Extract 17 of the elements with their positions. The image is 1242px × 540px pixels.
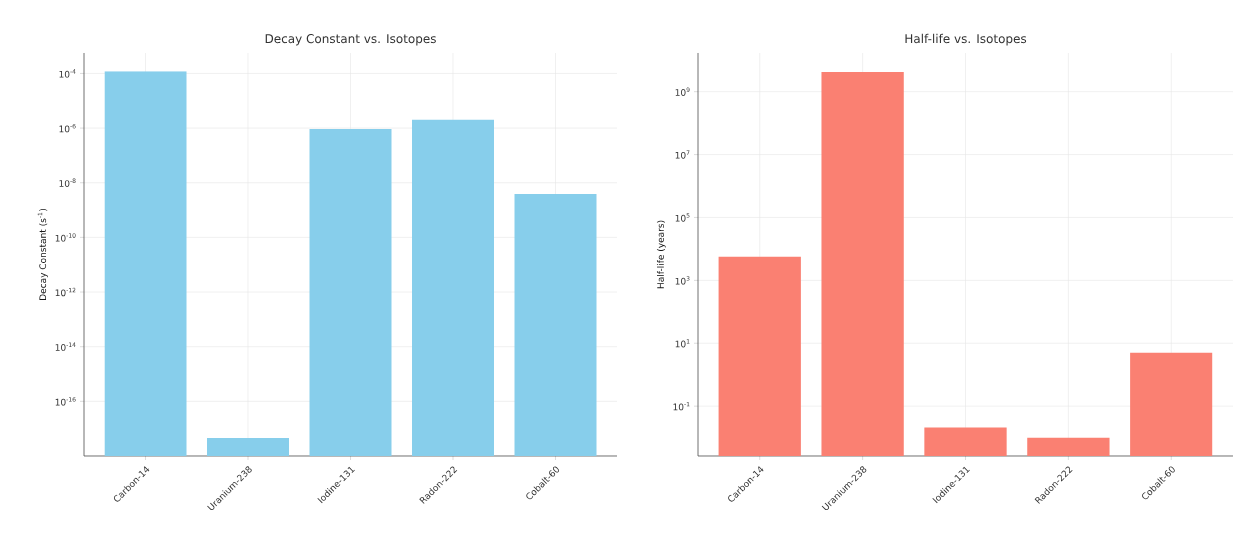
y-axis-title: Decay Constant (s$^{-1}$) bbox=[37, 208, 48, 300]
y-tick-label: 10$^{3}$ bbox=[675, 276, 690, 285]
chart-title: Decay Constant vs. Isotopes bbox=[265, 34, 436, 46]
y-tick-label: 10$^{-6}$ bbox=[59, 123, 76, 133]
y-tick-label: 10$^{1}$ bbox=[675, 339, 690, 348]
y-tick-label: 10$^{-4}$ bbox=[59, 69, 76, 78]
y-tick-label: 10$^{-1}$ bbox=[673, 401, 690, 411]
y-tick-label: 10$^{-8}$ bbox=[59, 178, 76, 187]
chart-title: Half-life vs. Isotopes bbox=[905, 33, 1027, 46]
y-tick-label: 10$^{-16}$ bbox=[55, 397, 76, 406]
y-tick-label: 10$^{9}$ bbox=[675, 87, 690, 96]
y-tick-label: 10$^{-10}$ bbox=[55, 233, 76, 242]
y-axis-title: Half-life (years) bbox=[656, 220, 666, 289]
y-tick-label: 10$^{-14}$ bbox=[55, 342, 76, 351]
y-tick-label: 10$^{-12}$ bbox=[55, 287, 76, 297]
y-tick-label: 10$^{7}$ bbox=[675, 150, 690, 159]
y-tick-label: 10$^{5}$ bbox=[675, 213, 690, 222]
